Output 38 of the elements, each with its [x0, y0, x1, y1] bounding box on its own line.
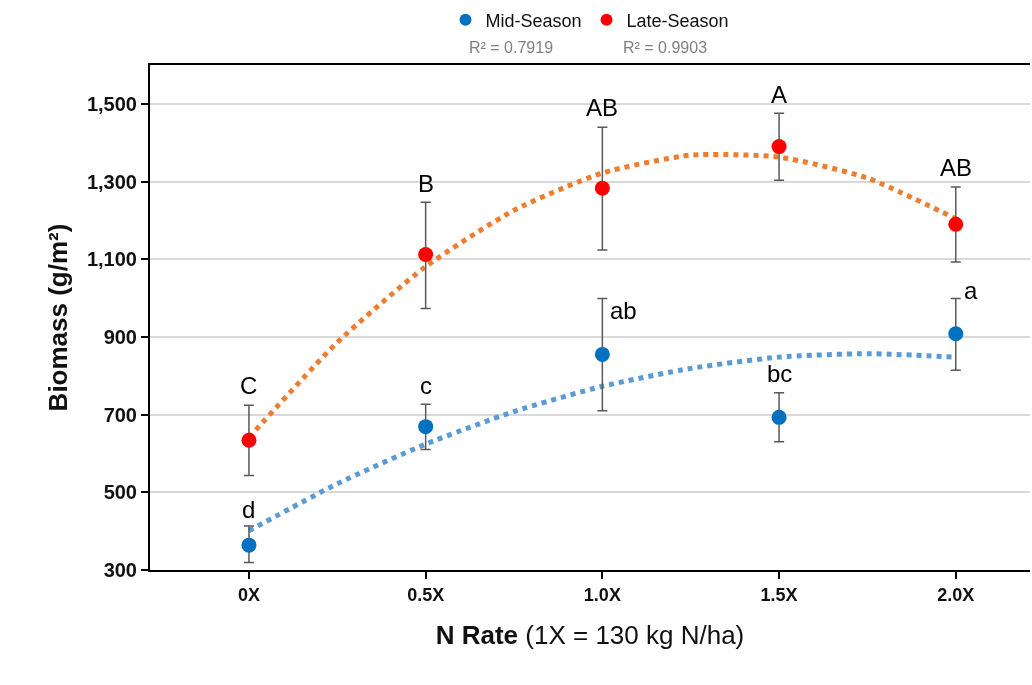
y-axis-title: Biomass (g/m²) [42, 223, 73, 412]
y-tick-label: 1,100 [86, 248, 137, 271]
annotation: A [771, 81, 788, 108]
point [418, 419, 434, 435]
y-tick-label: 1,300 [86, 170, 137, 193]
y-tick-label: 700 [103, 403, 137, 426]
x-tick-label: 1.0X [583, 584, 621, 605]
y-tick-label: 1,500 [86, 92, 137, 115]
point [771, 409, 787, 425]
x-tick-label: 2.0X [937, 584, 975, 605]
point [948, 326, 964, 342]
annotation: c [420, 372, 432, 399]
x-axis-title: N Rate (1X = 130 kg N/ha) [435, 619, 745, 650]
annotation: ab [610, 297, 637, 324]
legend-label: Late-Season [626, 10, 729, 31]
point [948, 216, 964, 232]
annotation: AB [586, 94, 619, 121]
y-tick-label: 300 [103, 559, 137, 581]
y-tick-label: 900 [103, 325, 137, 348]
x-tick-label: 1.5X [760, 584, 798, 605]
annotation: C [240, 372, 258, 399]
point [241, 432, 257, 448]
point [418, 247, 434, 263]
point [241, 537, 257, 553]
annotation: bc [767, 360, 793, 387]
point [594, 346, 610, 362]
annotation: B [418, 170, 435, 197]
text: R² = 0.7919 [469, 39, 554, 56]
x-tick-label: 0.5X [407, 584, 445, 605]
x-tick-label: 0X [237, 584, 260, 605]
legend-label: Mid-Season [485, 10, 582, 31]
text: R² = 0.9903 [623, 39, 708, 56]
annotation: a [964, 277, 978, 304]
point [771, 139, 787, 155]
annotation: AB [940, 154, 973, 181]
point [594, 180, 610, 196]
annotation: d [242, 496, 256, 523]
y-tick-label: 500 [103, 481, 137, 504]
